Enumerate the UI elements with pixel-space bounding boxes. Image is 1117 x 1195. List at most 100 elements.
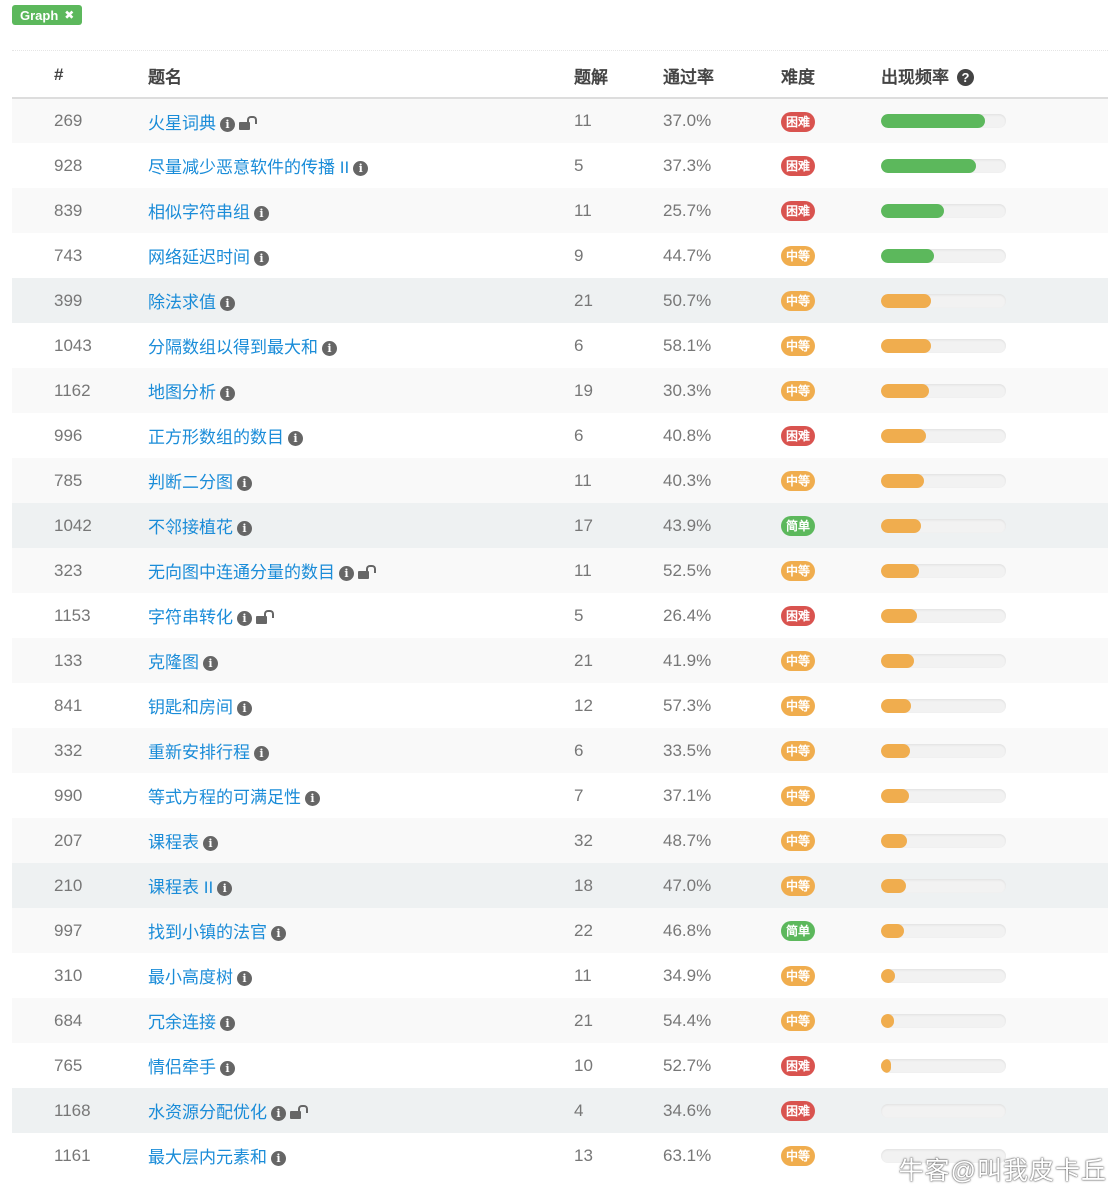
- title-cell: 尽量减少恶意软件的传播 II i: [148, 143, 574, 188]
- info-icon[interactable]: i: [271, 926, 286, 941]
- problem-title-link[interactable]: 分隔数组以得到最大和: [148, 338, 318, 357]
- difficulty-cell: 困难: [781, 188, 881, 233]
- frequency-fill: [881, 923, 904, 938]
- info-icon[interactable]: i: [220, 1061, 235, 1076]
- info-icon[interactable]: i: [322, 341, 337, 356]
- info-icon[interactable]: i: [217, 881, 233, 896]
- info-icon[interactable]: i: [220, 386, 235, 401]
- acceptance-rate: 50.7%: [663, 278, 781, 323]
- problem-id: 841: [54, 695, 83, 715]
- info-icon[interactable]: i: [339, 566, 354, 581]
- acceptance-rate: 48.7%: [663, 818, 781, 863]
- solutions-count: 32: [574, 818, 663, 863]
- info-icon[interactable]: i: [254, 251, 269, 266]
- problem-id: 399: [12, 278, 148, 323]
- problem-title-link[interactable]: 除法求值: [148, 293, 216, 312]
- frequency-cell: [881, 413, 1108, 458]
- title-cell: 情侣牵手 i: [148, 1043, 574, 1088]
- frequency-cell: [881, 143, 1108, 188]
- problem-title-link[interactable]: 冗余连接: [148, 1013, 216, 1032]
- problem-title-link[interactable]: 等式方程的可满足性: [148, 788, 301, 807]
- acceptance-rate: 41.9%: [663, 638, 781, 683]
- header-solutions[interactable]: 题解: [574, 53, 663, 99]
- acceptance-rate: 47.0%: [663, 863, 781, 908]
- header-num[interactable]: #: [12, 53, 148, 99]
- frequency-cell: [881, 908, 1108, 953]
- header-frequency[interactable]: 出现频率?: [881, 53, 1108, 99]
- info-icon[interactable]: i: [237, 611, 252, 626]
- info-icon[interactable]: i: [220, 1016, 235, 1031]
- problem-title-link[interactable]: 克隆图: [148, 653, 199, 672]
- info-icon[interactable]: i: [237, 971, 252, 986]
- problem-title-link[interactable]: 钥匙和房间: [148, 698, 233, 717]
- watermark: 牛客@叫我皮卡丘: [898, 1157, 1107, 1185]
- info-icon[interactable]: i: [237, 701, 252, 716]
- acceptance-rate: 44.7%: [663, 245, 712, 265]
- close-icon[interactable]: ✖: [64, 8, 75, 22]
- difficulty-cell: 中等: [781, 818, 881, 863]
- acceptance-rate: 54.4%: [663, 998, 781, 1043]
- frequency-cell: [881, 278, 1108, 323]
- problem-title-link[interactable]: 课程表: [148, 833, 199, 852]
- info-icon[interactable]: i: [254, 746, 269, 761]
- table-row: 839 相似字符串组 i 11 25.7% 困难: [12, 188, 1108, 233]
- info-icon[interactable]: i: [254, 206, 269, 221]
- table-row: 1042 不邻接植花 i 17 43.9% 简单: [12, 503, 1108, 548]
- table-row: 1043 分隔数组以得到最大和 i 6 58.1% 中等: [12, 323, 1108, 368]
- table-header: # 题名 题解 通过率 难度 出现频率?: [12, 53, 1108, 99]
- filter-tag-graph[interactable]: Graph ✖: [12, 5, 83, 25]
- help-icon[interactable]: ?: [957, 68, 974, 86]
- frequency-fill: [881, 563, 919, 578]
- frequency-cell: [881, 1133, 1108, 1178]
- difficulty-cell: 中等: [781, 638, 881, 683]
- info-icon[interactable]: i: [305, 791, 320, 806]
- problem-title-link[interactable]: 情侣牵手: [148, 1058, 216, 1077]
- difficulty-badge: 中等: [781, 741, 816, 761]
- solutions-count: 11: [574, 965, 592, 985]
- problem-title-link[interactable]: 火星词典: [148, 113, 216, 133]
- frequency-bar: [881, 293, 1006, 308]
- problem-title-link[interactable]: 不邻接植花: [148, 518, 233, 537]
- solutions-count: 11: [574, 188, 663, 233]
- table-row: 269 火星词典 i 11 37.0% 困难: [12, 98, 1108, 143]
- unlock-icon: [239, 115, 257, 130]
- frequency-bar: [881, 473, 1006, 488]
- problem-title-link[interactable]: 最大层内元素和: [148, 1148, 267, 1167]
- problem-id: 332: [12, 728, 148, 773]
- info-icon[interactable]: i: [353, 161, 369, 176]
- problem-title-link[interactable]: 水资源分配优化: [148, 1103, 267, 1122]
- problem-title-link[interactable]: 最小高度树: [148, 968, 233, 987]
- header-difficulty[interactable]: 难度: [781, 53, 881, 99]
- problem-title-link[interactable]: 课程表 II: [148, 878, 214, 897]
- info-icon[interactable]: i: [220, 116, 235, 132]
- info-icon[interactable]: i: [203, 656, 218, 671]
- problem-title-link[interactable]: 正方形数组的数目: [148, 428, 284, 447]
- info-icon[interactable]: i: [203, 836, 218, 851]
- problem-title-link[interactable]: 尽量减少恶意软件的传播 II: [148, 158, 350, 177]
- info-icon[interactable]: i: [237, 476, 252, 491]
- table-row: 684 冗余连接 i 21 54.4% 中等: [12, 998, 1108, 1043]
- info-icon[interactable]: i: [271, 1151, 286, 1166]
- problem-title-link[interactable]: 判断二分图: [148, 473, 233, 492]
- info-icon[interactable]: i: [220, 296, 235, 311]
- problem-title-link[interactable]: 字符串转化: [148, 608, 233, 627]
- header-acceptance[interactable]: 通过率: [663, 53, 781, 99]
- problem-title-link[interactable]: 网络延迟时间: [148, 248, 250, 267]
- solutions-count: 10: [574, 1055, 593, 1075]
- info-icon[interactable]: i: [237, 521, 252, 536]
- info-icon[interactable]: i: [288, 431, 303, 446]
- problem-title-link[interactable]: 相似字符串组: [148, 203, 250, 222]
- table-row: 1153 字符串转化 i 5 26.4% 困难: [12, 593, 1108, 638]
- difficulty-cell: 中等: [781, 998, 881, 1043]
- header-title[interactable]: 题名: [148, 53, 574, 99]
- problem-title-link[interactable]: 地图分析: [148, 383, 216, 402]
- problem-title-link[interactable]: 无向图中连通分量的数目: [148, 563, 335, 582]
- difficulty-cell: 困难: [781, 143, 881, 188]
- title-cell: 课程表 II i: [148, 863, 574, 908]
- info-icon[interactable]: i: [271, 1106, 286, 1121]
- problem-title-link[interactable]: 重新安排行程: [148, 743, 250, 762]
- difficulty-cell: 困难: [781, 1088, 881, 1133]
- problem-title-link[interactable]: 找到小镇的法官: [148, 923, 267, 942]
- frequency-bar: [881, 1058, 1006, 1073]
- frequency-fill: [881, 1058, 891, 1073]
